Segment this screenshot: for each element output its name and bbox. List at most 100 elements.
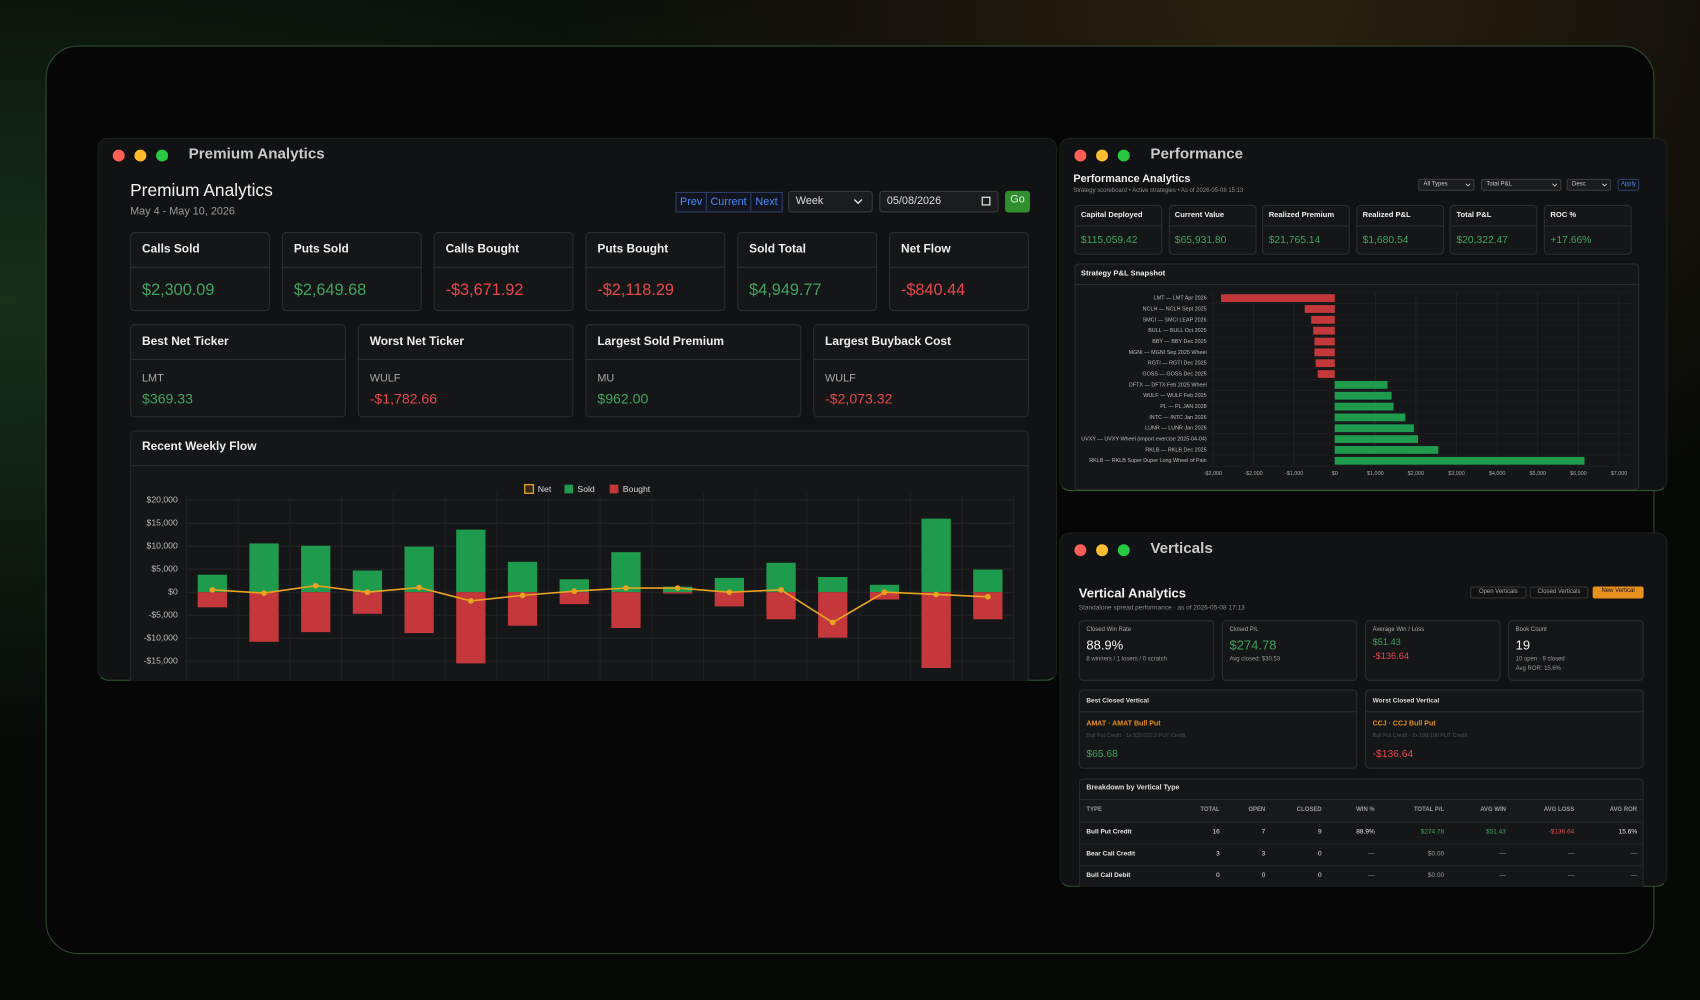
filter-select[interactable]: Desc xyxy=(1566,178,1612,191)
window-control xyxy=(1096,149,1109,162)
category-label: LMT — LMT Apr 2026 xyxy=(1154,296,1207,302)
window-title: Verticals xyxy=(1150,539,1213,557)
bar xyxy=(1221,294,1335,303)
bar xyxy=(1334,435,1418,443)
net-point xyxy=(778,587,784,593)
window-title: Performance xyxy=(1150,144,1244,162)
legend-swatch xyxy=(524,483,535,494)
stat-card xyxy=(130,232,270,312)
bar xyxy=(869,584,900,593)
bar xyxy=(1304,305,1335,313)
y-tick-label: $15,000 xyxy=(147,517,178,527)
window-control xyxy=(1117,149,1130,162)
legend-label: Bought xyxy=(623,484,651,494)
highlight-card xyxy=(130,324,346,418)
bar xyxy=(1334,413,1406,422)
highlight-label: Worst Net Ticker xyxy=(369,334,465,348)
table-cell: 0 xyxy=(1216,872,1220,879)
divider xyxy=(1078,711,1358,713)
category-label: PL — PL JAN 2028 xyxy=(1160,404,1206,410)
card-label: Best Closed Vertical xyxy=(1086,697,1149,705)
table-cell: — xyxy=(1630,850,1638,858)
stat-label: Calls Bought xyxy=(445,242,520,256)
period-select[interactable]: Week xyxy=(788,190,873,213)
date-input[interactable]: 05/08/2026 xyxy=(879,190,999,213)
bar xyxy=(197,592,227,608)
stat-card xyxy=(1078,620,1215,681)
chevron xyxy=(853,198,863,205)
net-point xyxy=(468,598,474,604)
highlight-card xyxy=(585,324,802,418)
bar xyxy=(1317,370,1335,378)
table-cell: — xyxy=(1630,872,1638,879)
legend-label: Sold xyxy=(577,484,595,494)
bar xyxy=(1334,380,1388,389)
stat-value: +17.66% xyxy=(1550,233,1592,246)
net-point xyxy=(623,585,629,591)
net-point xyxy=(726,589,733,595)
window-control xyxy=(112,149,125,162)
subtitle: Strategy scoreboard • Active strategies … xyxy=(1073,187,1244,195)
window-control xyxy=(156,149,169,162)
divider xyxy=(889,266,1029,268)
x-tick-label: $4,000 xyxy=(1489,471,1506,477)
bar xyxy=(663,592,693,594)
bar xyxy=(921,518,951,593)
net-point xyxy=(674,585,681,591)
column-header: TYPE xyxy=(1086,806,1102,814)
stat-value: $20,322.47 xyxy=(1456,233,1509,246)
net-point xyxy=(261,590,267,596)
window-control xyxy=(134,149,147,162)
action-button[interactable]: Open Verticals xyxy=(1470,586,1527,599)
window-control xyxy=(1117,544,1130,557)
table-header-bg xyxy=(1079,800,1643,822)
filter-select[interactable]: All Types xyxy=(1418,178,1475,191)
x-tick-label: $7,000 xyxy=(1611,471,1628,477)
x-tick-label: $0 xyxy=(1332,471,1338,477)
vertical-card xyxy=(1364,689,1644,769)
stat-note: 10 open · 9 closed xyxy=(1515,655,1565,663)
go-button[interactable]: Go xyxy=(1005,190,1030,213)
column-header: AVG WIN xyxy=(1480,806,1506,814)
table-cell: — xyxy=(1567,850,1575,858)
stat-card xyxy=(281,232,422,312)
table-cell: 15.6% xyxy=(1618,829,1638,836)
action-button[interactable]: New Vertical xyxy=(1592,586,1644,599)
divider xyxy=(1449,225,1538,227)
highlight-ticker: WULF xyxy=(825,372,856,385)
bar xyxy=(507,561,538,593)
highlight-label: Best Net Ticker xyxy=(142,334,229,348)
action-button[interactable]: Closed Verticals xyxy=(1529,586,1589,599)
bar xyxy=(818,592,848,638)
filter-select[interactable]: Total P&L xyxy=(1480,178,1562,191)
divider xyxy=(1356,225,1444,227)
table-cell: 3 xyxy=(1216,850,1220,858)
x-tick-label: $2,000 xyxy=(1408,471,1425,477)
bar xyxy=(352,592,383,614)
bar xyxy=(1311,315,1335,324)
bar xyxy=(1314,348,1335,357)
row-divider xyxy=(1079,843,1643,845)
y-tick-label: $5,000 xyxy=(151,563,178,573)
stat-card xyxy=(1449,204,1538,255)
chevron xyxy=(1465,183,1471,187)
next-button[interactable]: Next xyxy=(750,191,783,213)
bar xyxy=(1313,326,1335,335)
bar xyxy=(714,592,744,607)
bar xyxy=(1314,337,1335,346)
x-tick-label: -$1,000 xyxy=(1285,471,1303,477)
net-point xyxy=(985,593,991,600)
vertical-detail: Bull Put Credit · 1x 108/106 PUT Credit xyxy=(1372,733,1468,740)
highlight-value: $369.33 xyxy=(142,390,193,407)
net-point xyxy=(209,587,216,593)
column-header: TOTAL P/L xyxy=(1413,806,1445,814)
table-cell: 9 xyxy=(1317,829,1322,836)
x-tick-label: -$3,000 xyxy=(1204,471,1222,477)
apply-button[interactable]: Apply xyxy=(1617,178,1640,191)
divider xyxy=(433,266,574,268)
table-cell: — xyxy=(1567,872,1575,879)
table-cell: 0 xyxy=(1261,872,1266,879)
x-tick-label: $6,000 xyxy=(1570,471,1587,477)
stat-value: $65,931.80 xyxy=(1174,233,1227,246)
